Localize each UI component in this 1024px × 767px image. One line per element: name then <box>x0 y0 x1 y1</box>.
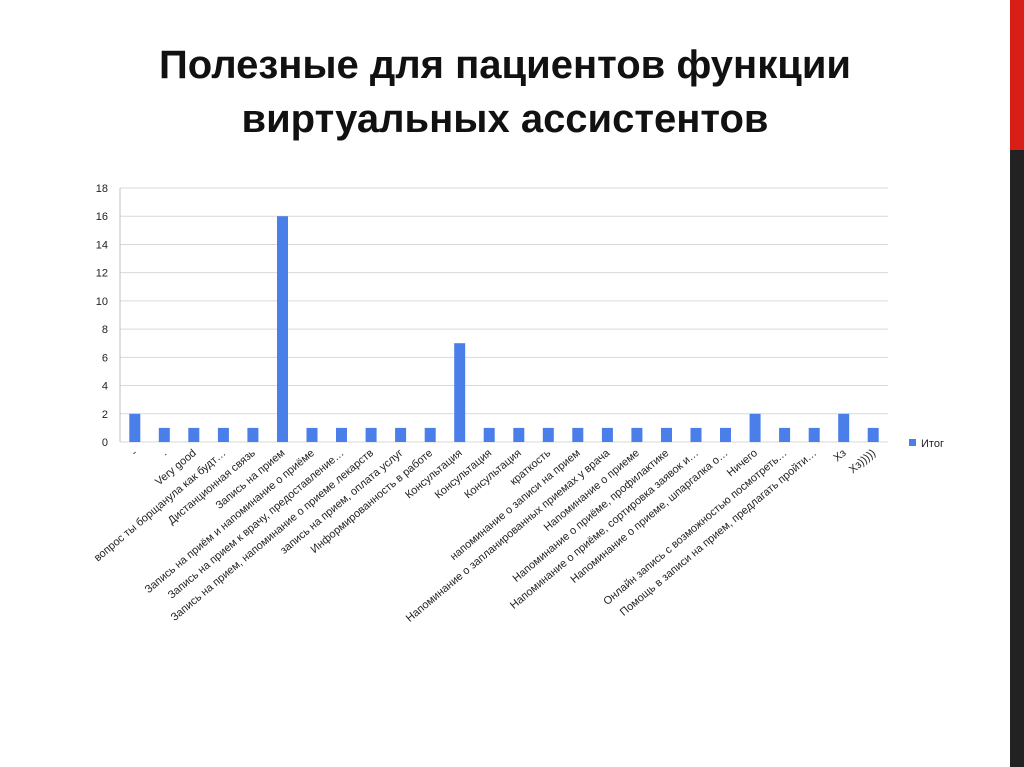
bar <box>513 427 525 442</box>
slide-title: Полезные для пациентов функции виртуальн… <box>30 38 980 146</box>
bar <box>424 427 436 442</box>
x-tick-label: Хз <box>831 447 848 464</box>
y-tick-label: 10 <box>96 296 108 308</box>
bar <box>690 427 702 442</box>
bar <box>720 427 731 442</box>
y-tick-label: 16 <box>96 211 108 223</box>
bar <box>808 427 820 442</box>
bar <box>867 427 879 442</box>
y-axis: 0 2 4 6 8 10 12 14 16 18 <box>96 183 121 449</box>
bar <box>661 427 672 442</box>
y-tick-label: 18 <box>96 183 108 195</box>
slide-title-line-2: виртуальных ассистентов <box>241 97 769 141</box>
bar <box>454 343 466 442</box>
y-tick-label: 2 <box>102 409 108 421</box>
bar <box>158 427 170 442</box>
y-tick-label: 0 <box>102 437 108 449</box>
legend-swatch <box>909 439 916 446</box>
y-tick-label: 8 <box>102 324 108 336</box>
y-tick-label: 12 <box>96 268 108 280</box>
bar <box>217 427 229 442</box>
bar <box>483 427 495 442</box>
chart-legend: Итог <box>909 438 944 450</box>
bar <box>306 427 318 442</box>
bar <box>129 413 141 442</box>
chart-bars <box>129 216 879 442</box>
bar <box>365 427 377 442</box>
bar <box>247 427 259 442</box>
bar <box>277 216 288 442</box>
bar <box>838 413 850 442</box>
y-tick-label: 6 <box>102 352 108 364</box>
x-tick-label: . <box>159 447 169 458</box>
bar <box>601 427 613 442</box>
bar <box>779 427 791 442</box>
bar <box>336 427 347 442</box>
y-tick-label: 14 <box>96 239 108 251</box>
y-tick-label: 4 <box>102 381 108 393</box>
x-tick-label: Хз))))) <box>847 447 878 476</box>
legend-label: Итог <box>921 438 944 450</box>
slide-title-line-1: Полезные для пациентов функции <box>159 43 851 87</box>
bar <box>749 413 761 442</box>
bar <box>188 427 200 442</box>
chart-gridlines <box>120 187 888 443</box>
bar <box>572 427 584 442</box>
accent-bar-red <box>1010 0 1024 150</box>
accent-bar-dark <box>1010 150 1024 767</box>
bar <box>395 427 407 442</box>
bar <box>542 427 554 442</box>
x-tick-label: - <box>129 447 140 459</box>
bar <box>631 427 643 442</box>
